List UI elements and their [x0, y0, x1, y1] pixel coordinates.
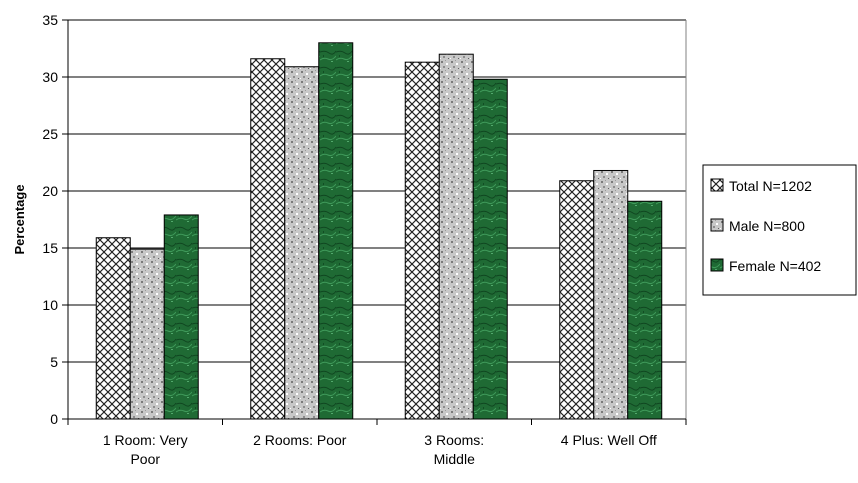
y-tick-label: 0 — [50, 411, 58, 427]
y-tick-label: 20 — [42, 183, 58, 199]
bar-crosshatch — [250, 58, 286, 420]
y-tick-label: 15 — [42, 240, 58, 256]
y-tick-label: 30 — [42, 69, 58, 85]
x-category-label: 3 Rooms: Middle — [424, 432, 484, 467]
legend-swatch — [710, 178, 724, 192]
bar-marble — [318, 42, 354, 420]
x-category-label: 1 Room: Very Poor — [103, 432, 188, 467]
legend: Total N=1202 Male N=800 Female N=402 — [702, 164, 857, 296]
y-tick-label: 5 — [50, 354, 58, 370]
axis-labels: 0 5 10 15 20 25 30 35 1 Room: Very Poor 2 Rooms: P… — [12, 12, 657, 467]
y-axis-title: Percentage — [12, 184, 27, 254]
bar-granite — [284, 66, 320, 420]
legend-swatch — [710, 218, 724, 232]
legend-label: Female N=402 — [729, 258, 821, 274]
y-tick-label: 25 — [42, 126, 58, 142]
bar-marble — [163, 214, 199, 420]
legend-label: Male N=800 — [729, 218, 805, 234]
y-tick-label: 10 — [42, 297, 58, 313]
x-category-label: 2 Rooms: Poor — [253, 432, 347, 448]
bars — [95, 42, 663, 420]
legend-box — [702, 164, 857, 296]
bar-crosshatch — [95, 237, 131, 420]
bar-crosshatch — [404, 61, 440, 420]
bar-crosshatch — [559, 180, 595, 420]
bar-marble — [472, 78, 508, 420]
bar-marble — [627, 200, 663, 420]
legend-label: Total N=1202 — [729, 178, 812, 194]
bar-granite — [438, 53, 474, 420]
legend-swatch — [710, 258, 724, 272]
y-tick-label: 35 — [42, 12, 58, 28]
x-category-label: 4 Plus: Well Off — [561, 432, 657, 448]
bar-granite — [593, 169, 629, 420]
axes — [62, 19, 687, 425]
bar-granite — [129, 248, 165, 420]
